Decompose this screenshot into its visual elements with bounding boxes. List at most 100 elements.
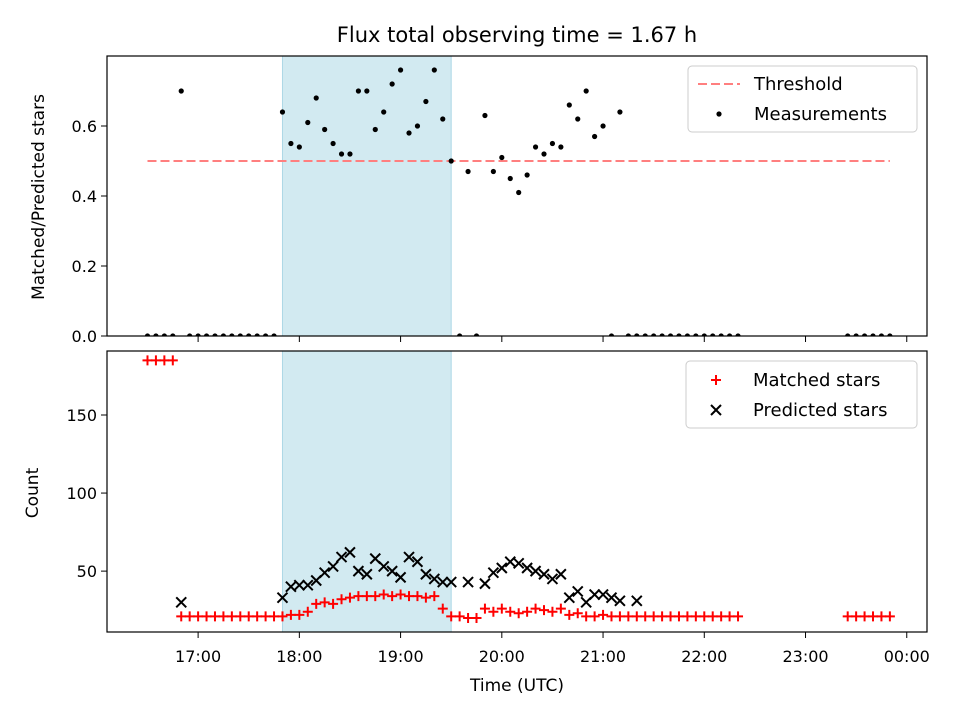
matched-star-point	[361, 591, 372, 602]
matched-star-point	[581, 611, 592, 622]
measurement-point	[457, 333, 463, 336]
measurement-point	[279, 109, 286, 115]
matched-star-point	[412, 591, 423, 602]
matched-star-point	[218, 611, 229, 622]
measurement-point	[878, 333, 885, 336]
matched-star-point	[640, 611, 651, 622]
predicted-star-point	[175, 596, 187, 609]
matched-star-point	[150, 355, 161, 366]
predicted-star-point	[420, 568, 432, 580]
matched-star-point	[623, 611, 634, 622]
axes-frame	[106, 55, 928, 337]
matched-star-point	[707, 611, 718, 622]
measurement-point	[659, 333, 665, 336]
y-tick-label: 100	[66, 484, 97, 503]
y-tick-label: 0.2	[72, 257, 97, 276]
matched-star-point	[302, 606, 313, 617]
matched-star-point	[851, 611, 862, 622]
matched-star-point	[159, 355, 170, 366]
predicted-star-point	[437, 576, 449, 588]
matched-star-point	[859, 611, 870, 622]
measurement-point	[263, 333, 269, 336]
predicted-star-point	[631, 595, 643, 607]
matched-star-point	[336, 594, 347, 605]
predicted-star-point	[411, 556, 424, 568]
panel-count: 50 100 150 17:00 18:00 19:00 20:00 21:00 22:00 23…	[66, 350, 930, 666]
matched-star-point	[868, 611, 879, 622]
matched-star-point	[690, 611, 701, 622]
x-axis-label: Time (UTC)	[469, 676, 564, 696]
measurement-point	[381, 109, 387, 115]
legend-count: Matched stars Predicted stars	[685, 360, 918, 429]
matched-star-point	[724, 611, 735, 622]
matched-star-point	[547, 606, 558, 617]
matched-star-point	[328, 598, 339, 609]
measurement-point	[431, 67, 437, 73]
measurement-point	[718, 333, 724, 336]
measurement-point	[549, 140, 556, 147]
predicted-star-point	[597, 588, 609, 601]
matched-star-point	[420, 592, 431, 603]
legend-matched-swatch	[711, 375, 721, 385]
measurement-point	[144, 333, 151, 336]
predicted-star-point	[521, 562, 533, 574]
matched-star-point	[648, 611, 659, 622]
chart-title: Flux total observing time = 1.67 h	[337, 23, 697, 47]
x-tick-label: 18:00	[276, 647, 322, 666]
matched-star-point	[294, 609, 305, 620]
measurement-point	[482, 112, 488, 119]
measurement-point	[305, 119, 311, 126]
predicted-star-point	[546, 573, 559, 585]
matched-star-point	[496, 603, 507, 614]
predicted-star-point	[276, 591, 289, 604]
legend-ratio: Threshold Measurements	[687, 65, 918, 133]
measurement-point	[499, 154, 505, 161]
measurement-point	[372, 126, 378, 133]
legend-predicted-label: Predicted stars	[753, 400, 887, 421]
predicted-star-point	[563, 591, 576, 604]
matched-star-point	[142, 355, 153, 366]
matched-star-point	[269, 611, 280, 622]
matched-star-point	[235, 611, 246, 622]
predicted-star-point	[512, 557, 525, 570]
measurement-point	[355, 88, 361, 94]
measurement-point	[667, 333, 674, 336]
measurement-point	[845, 333, 851, 336]
predicted-star-point	[327, 560, 339, 573]
measurement-point	[516, 189, 522, 196]
legend-measurements-label: Measurements	[754, 104, 887, 125]
predicted-star-point	[335, 551, 348, 563]
measurement-point	[566, 102, 572, 108]
matched-star-point	[614, 611, 625, 622]
measurement-point	[642, 333, 648, 336]
measurement-point	[617, 109, 623, 115]
matched-star-point	[437, 603, 448, 614]
top-panel-y-axis-label: Matched/Predicted stars	[29, 94, 49, 300]
matched-star-point	[285, 609, 296, 620]
x-tick-label: 21:00	[580, 647, 626, 666]
measurement-point	[313, 95, 319, 101]
matched-star-point	[555, 603, 566, 614]
measurement-point	[364, 88, 370, 94]
chart-legends: Threshold Measurements Matched stars Predic…	[685, 65, 918, 429]
y-tick-label: 0.0	[72, 327, 97, 346]
matched-star-point	[471, 612, 482, 623]
measurement-point	[389, 81, 395, 87]
matched-star-point	[387, 591, 398, 602]
measurement-point	[203, 333, 210, 336]
predicted-star-point	[479, 577, 491, 590]
legend-threshold-label: Threshold	[753, 74, 843, 95]
matched-star-point	[876, 611, 887, 622]
axes-frame	[106, 350, 928, 633]
data-layer	[144, 67, 893, 336]
predicted-star-point	[378, 560, 390, 573]
predicted-star-point	[428, 573, 441, 585]
measurement-point	[170, 333, 176, 336]
measurement-point	[440, 116, 446, 122]
x-tick-label: 19:00	[378, 647, 424, 666]
chart-panels: 0.0 0.2 0.4 0.6 50 100 150 17:00 18:00 19:00 20:00…	[66, 55, 930, 666]
measurement-point	[212, 333, 218, 336]
matched-star-point	[463, 612, 474, 623]
measurement-point	[870, 333, 876, 336]
